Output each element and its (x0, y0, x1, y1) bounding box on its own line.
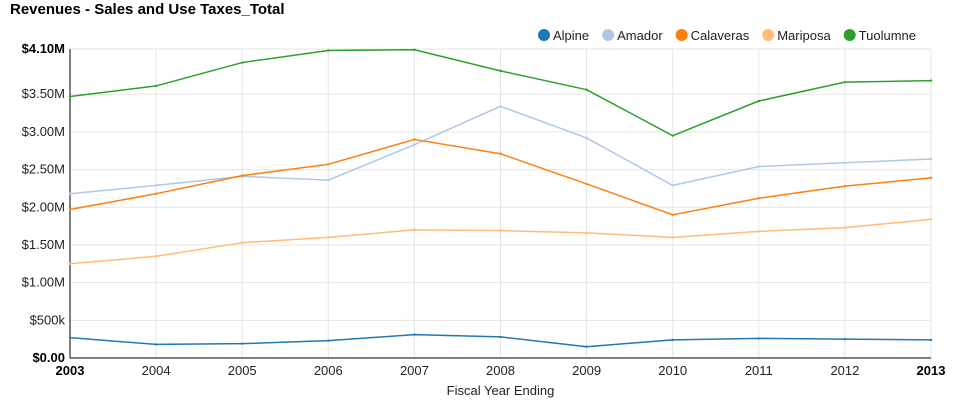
legend: Alpine Amador Calaveras Mariposa Tuolumne (538, 28, 916, 43)
legend-item-tuolumne: Tuolumne (843, 28, 916, 43)
data-point-amador (499, 105, 502, 108)
data-point-calaveras (929, 176, 933, 180)
legend-label: Mariposa (777, 28, 831, 43)
data-point-mariposa (757, 230, 760, 233)
data-point-calaveras (585, 182, 588, 186)
data-point-calaveras (843, 184, 847, 188)
y-tick-label: $500k (30, 312, 66, 327)
legend-label: Tuolumne (859, 28, 916, 43)
data-point-alpine (68, 336, 72, 339)
chart-title: Revenues - Sales and Use Taxes_Total (10, 1, 285, 18)
y-tick-label: $2.00M (22, 199, 65, 214)
x-tick-label: 2011 (745, 363, 773, 378)
x-tick-label: 2008 (486, 363, 515, 378)
y-axis-ticks: $0.00 $500k $1.00M $1.50M $2.00M $2.50M $3.00M… (22, 41, 66, 365)
x-tick-label: 2010 (658, 363, 687, 378)
data-point-amador (154, 184, 158, 187)
data-point-calaveras (68, 208, 72, 211)
data-point-mariposa (241, 241, 244, 244)
data-point-tuolumne (757, 99, 760, 103)
y-tick-label: $4.10M (22, 41, 65, 56)
data-point-tuolumne (327, 49, 330, 52)
data-point-tuolumne (499, 69, 502, 73)
data-point-calaveras (241, 174, 244, 177)
data-point-mariposa (929, 218, 933, 221)
data-point-calaveras (154, 192, 158, 195)
data-point-mariposa (68, 262, 72, 265)
x-tick-label: 2012 (830, 363, 859, 378)
legend-label: Amador (617, 28, 663, 43)
data-point-mariposa (499, 229, 502, 232)
gridlines (70, 48, 932, 358)
data-point-alpine (327, 339, 330, 342)
y-tick-label: $2.50M (22, 162, 65, 177)
y-tick-label: $1.00M (22, 275, 65, 290)
legend-label: Alpine (553, 28, 589, 43)
data-point-alpine (671, 338, 674, 342)
legend-item-calaveras: Calaveras (675, 28, 750, 43)
y-tick-label: $0.00 (32, 350, 65, 365)
data-point-amador (671, 184, 674, 187)
data-point-mariposa (843, 226, 847, 229)
legend-label: Calaveras (691, 28, 750, 43)
data-point-amador (68, 192, 72, 195)
data-point-calaveras (499, 152, 502, 155)
x-tick-label: 2007 (400, 363, 429, 378)
data-point-tuolumne (671, 134, 674, 137)
data-point-tuolumne (929, 79, 933, 82)
data-point-alpine (413, 333, 416, 336)
data-point-alpine (929, 338, 933, 342)
data-point-calaveras (413, 138, 416, 141)
data-point-amador (929, 157, 933, 161)
legend-marker (843, 29, 856, 41)
data-point-amador (413, 143, 416, 146)
y-tick-label: $3.50M (22, 86, 65, 101)
legend-marker (602, 29, 615, 41)
data-point-tuolumne (241, 61, 244, 64)
x-tick-label: 2003 (56, 363, 85, 378)
data-point-mariposa (154, 255, 158, 258)
legend-marker (762, 29, 775, 41)
data-point-mariposa (585, 231, 588, 235)
data-point-amador (327, 178, 330, 182)
legend-item-amador: Amador (602, 28, 663, 43)
data-point-tuolumne (68, 95, 72, 98)
x-axis-ticks: 2003 2004 2005 2006 2007 2008 2009 2010 2011 2012… (56, 363, 946, 378)
data-point-mariposa (327, 236, 330, 239)
y-tick-label: $3.00M (22, 124, 65, 139)
series-group (68, 48, 933, 348)
data-point-tuolumne (413, 48, 416, 51)
data-point-alpine (241, 342, 244, 345)
data-point-calaveras (327, 163, 330, 166)
x-tick-label: 2004 (142, 363, 171, 378)
data-point-alpine (843, 337, 847, 341)
legend-item-alpine: Alpine (538, 28, 589, 43)
data-point-tuolumne (585, 88, 588, 91)
x-tick-label: 2009 (572, 363, 601, 378)
data-point-alpine (757, 337, 760, 340)
data-point-alpine (585, 345, 588, 348)
data-point-tuolumne (843, 80, 847, 84)
x-tick-label: 2013 (917, 363, 946, 378)
x-tick-label: 2005 (228, 363, 257, 378)
data-point-mariposa (671, 236, 674, 239)
x-tick-label: 2006 (314, 363, 343, 378)
data-point-amador (843, 161, 847, 165)
data-point-alpine (154, 343, 158, 346)
legend-marker (675, 29, 688, 41)
data-point-amador (585, 136, 588, 140)
x-axis-label: Fiscal Year Ending (447, 383, 555, 398)
data-point-calaveras (671, 213, 674, 217)
data-point-mariposa (413, 228, 416, 232)
legend-item-mariposa: Mariposa (762, 28, 831, 43)
y-tick-label: $1.50M (22, 237, 65, 252)
data-point-alpine (499, 335, 502, 339)
legend-marker (538, 29, 550, 41)
data-point-calaveras (757, 197, 760, 200)
data-point-tuolumne (154, 84, 158, 88)
data-point-amador (757, 165, 760, 168)
